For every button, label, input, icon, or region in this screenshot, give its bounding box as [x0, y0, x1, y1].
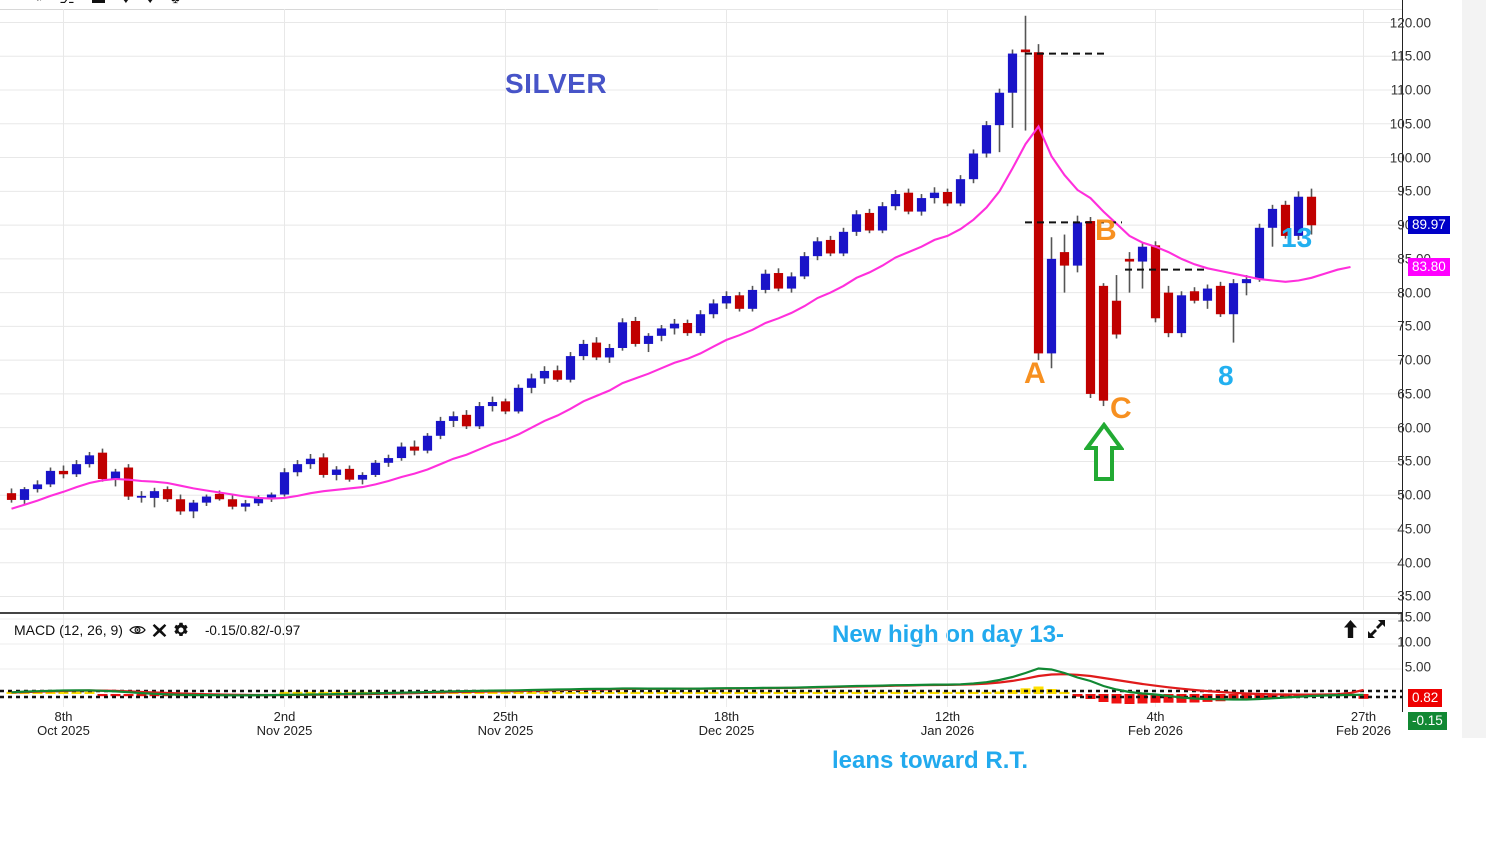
- price-axis-tick: 40.00: [1397, 555, 1431, 571]
- price-axis-tick: 115.00: [1390, 48, 1431, 64]
- macd-pane[interactable]: MACD (12, 26, 9) -0.15/0.82/-0.9: [0, 612, 1402, 711]
- close-icon[interactable]: [152, 623, 167, 638]
- price-axis-tick: 80.00: [1397, 285, 1431, 301]
- chart-application: ⌁ ⎇ ▬ ♦ ♦ ♣ SILVER A B C 8 13 New high o…: [0, 0, 1486, 774]
- date-axis-label: 2nd Nov 2025: [257, 710, 313, 738]
- date-axis-label: 27th Feb 2026: [1336, 710, 1391, 738]
- price-axis-tick: 60.00: [1397, 420, 1431, 436]
- price-axis-tick: 50.00: [1397, 487, 1431, 503]
- macd-axis-tick: 15.00: [1397, 609, 1431, 625]
- toolbar-icons[interactable]: ⌁ ⎇ ▬ ♦ ♦ ♣: [34, 0, 187, 7]
- date-axis-day: 25th: [492, 709, 519, 724]
- date-axis-label: 25th Nov 2025: [478, 710, 534, 738]
- right-margin: [1462, 0, 1486, 738]
- price-axis-tick: 120.00: [1389, 15, 1431, 30]
- price-axis-tick: 35.00: [1397, 588, 1431, 604]
- macd-values: -0.15/0.82/-0.97: [204, 622, 301, 638]
- price-axis-tick: 55.00: [1397, 453, 1431, 469]
- gear-icon[interactable]: [173, 622, 189, 638]
- annotation-note-line2: leans toward R.T.: [832, 747, 1029, 774]
- price-axis-tick: 75.00: [1397, 318, 1431, 334]
- macd-value-badge[interactable]: -0.15: [1408, 711, 1447, 730]
- date-axis-day: 8th: [54, 709, 73, 724]
- date-axis-label: 8th Oct 2025: [37, 710, 90, 738]
- macd-title: MACD (12, 26, 9): [14, 622, 123, 638]
- macd-signal-badge[interactable]: 0.82: [1408, 688, 1443, 707]
- macd-axis-tick: 10.00: [1397, 634, 1431, 650]
- macd-tools[interactable]: [1343, 620, 1386, 643]
- top-toolbar-right-spacer: [658, 0, 1486, 10]
- price-plot: [0, 9, 1402, 610]
- date-axis-day: 27th: [1350, 709, 1377, 724]
- macd-header: MACD (12, 26, 9) -0.15/0.82/-0.9: [14, 622, 300, 638]
- date-axis-month: Jan 2026: [920, 723, 975, 738]
- date-axis-month: Nov 2025: [477, 723, 534, 738]
- expand-icon[interactable]: [1367, 620, 1386, 643]
- last-price-badge[interactable]: 89.97: [1408, 216, 1450, 235]
- date-axis-label: 18th Dec 2025: [699, 710, 755, 738]
- price-axis-tick: 110.00: [1390, 82, 1431, 98]
- arrow-up-icon[interactable]: [1343, 620, 1358, 643]
- date-axis-label: 12th Jan 2026: [921, 710, 975, 738]
- date-axis-label: 4th Feb 2026: [1128, 710, 1183, 738]
- up-arrow-marker-icon: [1084, 422, 1124, 481]
- date-axis-month: Nov 2025: [256, 723, 313, 738]
- price-axis-tick: 95.00: [1397, 183, 1431, 199]
- top-toolbar[interactable]: ⌁ ⎇ ▬ ♦ ♦ ♣: [0, 0, 658, 10]
- date-axis-day: 2nd: [273, 709, 296, 724]
- date-axis-month: Oct 2025: [37, 723, 90, 738]
- price-axis-tick: 45.00: [1397, 521, 1431, 537]
- eye-icon[interactable]: [129, 624, 146, 636]
- date-axis-month: Dec 2025: [698, 723, 755, 738]
- date-axis-day: 12th: [934, 709, 961, 724]
- price-chart-pane[interactable]: [0, 9, 1402, 610]
- date-axis[interactable]: 8th Oct 2025 2nd Nov 2025 25th Nov 2025 18th De…: [0, 707, 1402, 738]
- price-axis-tick: 105.00: [1389, 116, 1431, 132]
- moving-average-badge[interactable]: 83.80: [1408, 257, 1450, 276]
- price-axis-tick: 65.00: [1397, 386, 1431, 402]
- date-axis-day: 18th: [713, 709, 740, 724]
- macd-axis-tick: 5.00: [1404, 659, 1431, 675]
- date-axis-month: Feb 2026: [1128, 723, 1183, 738]
- date-axis-day: 4th: [1146, 709, 1165, 724]
- date-axis-month: Feb 2026: [1336, 723, 1391, 738]
- price-axis-tick: 100.00: [1389, 150, 1431, 166]
- price-axis-tick: 70.00: [1397, 352, 1431, 368]
- macd-plot: [0, 614, 1402, 709]
